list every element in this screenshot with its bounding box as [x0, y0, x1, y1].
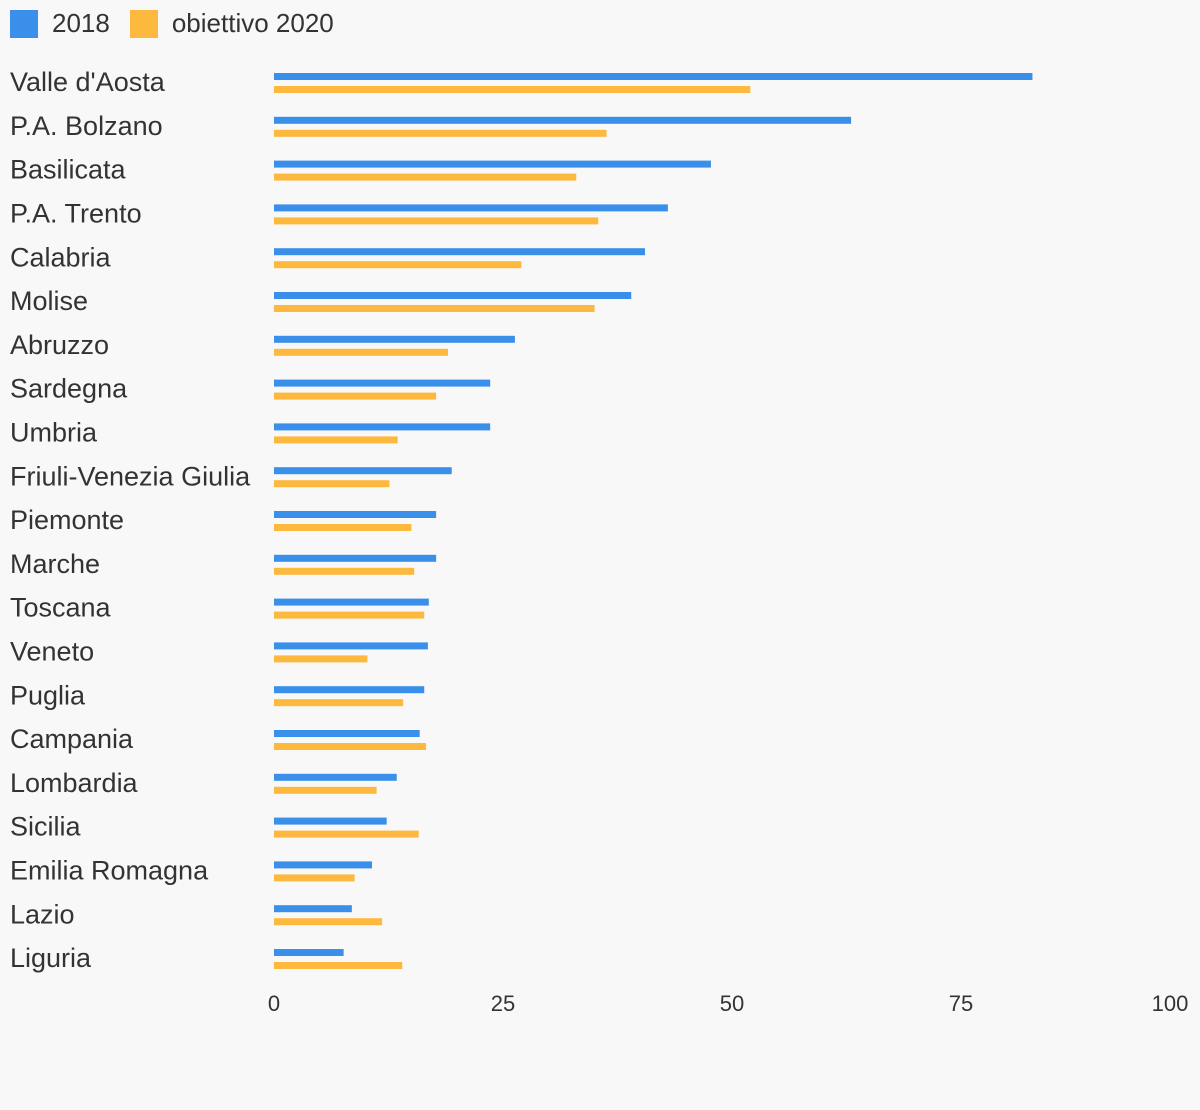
bar-2018-campania[interactable]: [274, 730, 420, 737]
bar-obiettivo-2020-campania[interactable]: [274, 743, 427, 750]
bar-2018-p-a-trento[interactable]: [274, 204, 668, 212]
bar-obiettivo-2020-friuli-venezia-giulia[interactable]: [274, 480, 390, 488]
bar-2018-molise[interactable]: [274, 292, 632, 299]
bar-2018-liguria[interactable]: [274, 949, 344, 956]
bar-obiettivo-2020-toscana[interactable]: [274, 611, 425, 619]
bar-obiettivo-2020-calabria[interactable]: [274, 261, 522, 269]
bar-2018-lombardia[interactable]: [274, 773, 397, 781]
bar-obiettivo-2020-umbria[interactable]: [274, 436, 398, 444]
category-label-puglia: Puglia: [10, 680, 86, 710]
bar-obiettivo-2020-liguria[interactable]: [274, 962, 403, 969]
bar-2018-sicilia[interactable]: [274, 817, 387, 825]
bar-2018-umbria[interactable]: [274, 423, 491, 431]
legend-label-obiettivo-2020: obiettivo 2020: [171, 8, 334, 38]
legend-swatch-obiettivo-2020: [129, 9, 158, 38]
bar-obiettivo-2020-valle-d-aosta[interactable]: [274, 86, 751, 93]
category-label-marche: Marche: [10, 549, 100, 579]
bar-2018-friuli-venezia-giulia[interactable]: [274, 467, 452, 475]
category-label-liguria: Liguria: [10, 943, 92, 973]
bar-2018-abruzzo[interactable]: [274, 335, 515, 343]
bar-2018-puglia[interactable]: [274, 686, 425, 694]
bar-2018-marche[interactable]: [274, 554, 437, 562]
category-label-basilicata: Basilicata: [10, 155, 127, 185]
category-label-piemonte: Piemonte: [10, 505, 124, 535]
x-tick-label-100: 100: [1152, 991, 1189, 1016]
category-label-lazio: Lazio: [10, 899, 75, 929]
chart-legend: 2018 obiettivo 2020: [10, 8, 354, 39]
x-tick-label-0: 0: [268, 991, 280, 1016]
bar-obiettivo-2020-lazio[interactable]: [274, 918, 383, 926]
bar-obiettivo-2020-sicilia[interactable]: [274, 830, 419, 838]
bar-obiettivo-2020-puglia[interactable]: [274, 699, 404, 707]
bar-obiettivo-2020-abruzzo[interactable]: [274, 348, 449, 356]
category-label-calabria: Calabria: [10, 242, 112, 272]
bar-obiettivo-2020-piemonte[interactable]: [274, 524, 412, 531]
bar-obiettivo-2020-veneto[interactable]: [274, 655, 368, 663]
category-label-campania: Campania: [10, 724, 134, 754]
bar-obiettivo-2020-p-a-trento[interactable]: [274, 217, 599, 225]
bar-obiettivo-2020-marche[interactable]: [274, 567, 415, 575]
category-label-veneto: Veneto: [10, 637, 94, 667]
x-tick-label-75: 75: [949, 991, 973, 1016]
legend-swatch-2018: [10, 9, 38, 38]
category-label-friuli-venezia-giulia: Friuli-Venezia Giulia: [10, 461, 251, 491]
bar-2018-veneto[interactable]: [274, 642, 428, 650]
bar-2018-valle-d-aosta[interactable]: [274, 73, 1033, 80]
bar-obiettivo-2020-lombardia[interactable]: [274, 786, 377, 794]
bar-2018-calabria[interactable]: [274, 248, 645, 256]
category-label-emilia-romagna: Emilia Romagna: [10, 856, 209, 886]
category-label-valle-d-aosta: Valle d'Aosta: [10, 67, 166, 97]
bar-2018-lazio[interactable]: [274, 905, 352, 913]
legend-label-2018: 2018: [52, 8, 110, 38]
bar-2018-piemonte[interactable]: [274, 511, 437, 518]
bar-obiettivo-2020-molise[interactable]: [274, 305, 595, 312]
category-label-sardegna: Sardegna: [10, 374, 128, 404]
x-tick-label-50: 50: [720, 991, 744, 1016]
category-label-toscana: Toscana: [10, 593, 112, 623]
bar-2018-sardegna[interactable]: [274, 379, 491, 387]
category-label-molise: Molise: [10, 286, 88, 316]
bar-2018-toscana[interactable]: [274, 598, 429, 606]
category-label-sicilia: Sicilia: [10, 812, 82, 842]
category-label-lombardia: Lombardia: [10, 768, 139, 798]
category-label-p-a-bolzano: P.A. Bolzano: [10, 111, 163, 141]
bar-obiettivo-2020-basilicata[interactable]: [274, 173, 577, 181]
category-label-p-a-trento: P.A. Trento: [10, 199, 142, 229]
legend-item-obiettivo-2020[interactable]: obiettivo 2020: [129, 8, 334, 39]
bar-2018-p-a-bolzano[interactable]: [274, 116, 852, 124]
category-label-umbria: Umbria: [10, 418, 98, 448]
bar-obiettivo-2020-emilia-romagna[interactable]: [274, 874, 355, 882]
legend-item-2018[interactable]: 2018: [10, 8, 110, 39]
bar-obiettivo-2020-sardegna[interactable]: [274, 392, 437, 400]
x-tick-label-25: 25: [491, 991, 515, 1016]
bar-obiettivo-2020-p-a-bolzano[interactable]: [274, 129, 607, 137]
bar-2018-emilia-romagna[interactable]: [274, 861, 373, 869]
bar-2018-basilicata[interactable]: [274, 160, 711, 168]
category-label-abruzzo: Abruzzo: [10, 330, 109, 360]
